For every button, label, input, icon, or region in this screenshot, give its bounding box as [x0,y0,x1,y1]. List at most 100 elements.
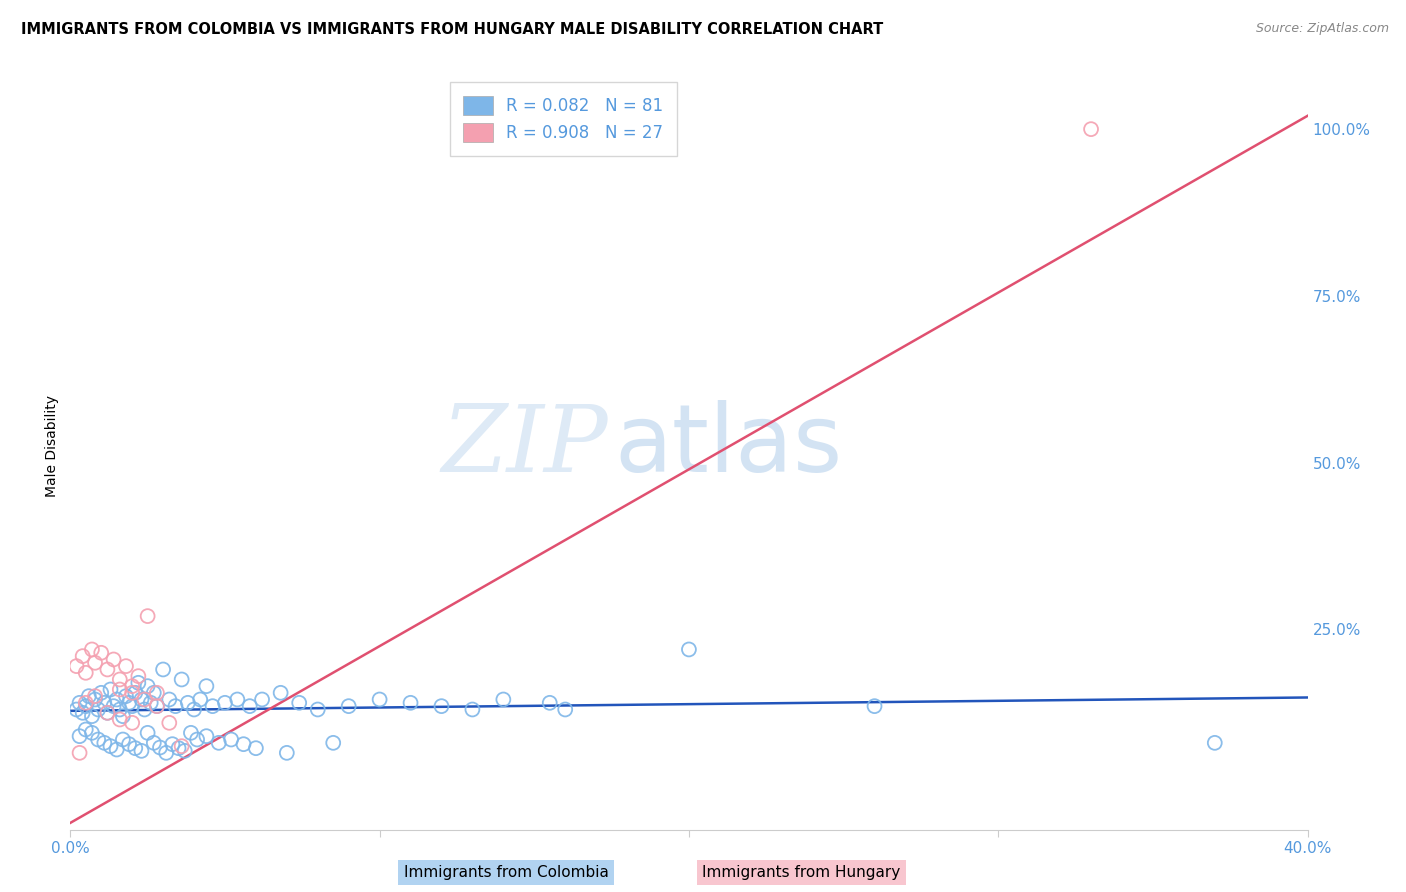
Point [162,737,184,751]
Point [186,732,208,747]
Point [65,659,87,673]
Point [307,702,329,716]
Point [461,702,484,716]
Point [87,732,110,747]
Text: Source: ZipAtlas.com: Source: ZipAtlas.com [1256,22,1389,36]
Point [87,702,110,716]
Point [134,702,156,716]
Point [115,659,138,673]
Point [93,696,115,710]
Text: atlas: atlas [614,400,844,492]
Text: ZIP: ZIP [441,401,609,491]
Point [177,696,200,710]
Point [75,665,97,680]
Point [84,689,107,703]
Point [146,699,169,714]
Point [195,729,218,743]
Point [72,649,94,664]
Point [69,729,91,743]
Point [96,663,118,677]
Point [1204,736,1226,750]
Point [80,642,103,657]
Point [157,715,180,730]
Point [368,692,391,706]
Point [124,686,146,700]
Point [131,692,153,706]
Point [188,692,211,706]
Point [136,609,159,624]
Point [1080,122,1102,136]
Point [322,736,344,750]
Point [232,737,254,751]
Point [208,736,231,750]
Point [118,737,141,751]
Point [80,726,103,740]
Point [93,736,115,750]
Point [75,699,97,714]
Point [155,746,177,760]
Point [173,744,195,758]
Point [430,699,453,714]
Point [111,709,134,723]
Point [118,696,141,710]
Point [142,686,165,700]
Point [75,723,97,737]
Point [170,673,193,687]
Point [146,699,169,714]
Point [115,689,138,703]
Point [214,696,236,710]
Point [108,682,131,697]
Point [245,741,267,756]
Point [127,675,149,690]
Point [678,642,700,657]
Point [226,692,249,706]
Point [96,706,118,720]
Point [75,696,97,710]
Point [108,702,131,716]
Point [157,692,180,706]
Text: IMMIGRANTS FROM COLOMBIA VS IMMIGRANTS FROM HUNGARY MALE DISABILITY CORRELATION : IMMIGRANTS FROM COLOMBIA VS IMMIGRANTS F… [21,22,883,37]
Point [288,696,311,710]
Point [65,702,87,716]
Point [103,652,125,666]
Point [538,696,561,710]
Point [152,663,174,677]
Point [108,713,131,727]
Point [72,706,94,720]
Point [250,692,273,706]
Point [121,686,143,700]
Point [90,646,112,660]
Text: Immigrants from Hungary: Immigrants from Hungary [702,865,901,880]
Point [276,746,298,760]
Point [105,692,128,706]
Point [167,741,190,756]
Point [239,699,262,714]
Point [863,699,886,714]
Point [170,739,193,754]
Point [492,692,515,706]
Point [121,699,143,714]
Point [105,742,128,756]
Point [270,686,292,700]
Point [554,702,576,716]
Point [136,726,159,740]
Point [183,702,205,716]
Point [146,686,169,700]
Point [195,679,218,693]
Point [165,699,187,714]
Point [134,692,156,706]
Point [136,679,159,693]
Point [124,741,146,756]
Point [77,689,100,703]
Point [121,679,143,693]
Point [108,673,131,687]
Legend: R = 0.082   N = 81, R = 0.908   N = 27: R = 0.082 N = 81, R = 0.908 N = 27 [450,82,676,156]
Point [149,740,172,755]
Point [399,696,422,710]
Point [201,699,224,714]
Point [131,744,153,758]
Point [84,692,107,706]
Point [84,656,107,670]
Point [96,706,118,720]
Point [121,715,143,730]
